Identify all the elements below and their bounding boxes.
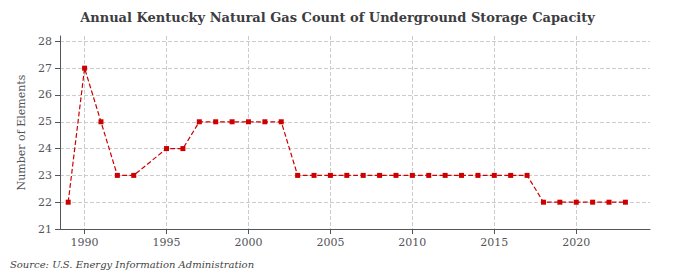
svg-text:1995: 1995 (153, 236, 181, 249)
svg-text:25: 25 (38, 115, 52, 128)
svg-text:27: 27 (38, 62, 52, 75)
svg-text:1990: 1990 (71, 236, 99, 249)
svg-text:2005: 2005 (316, 236, 344, 249)
svg-text:22: 22 (38, 196, 52, 209)
svg-text:26: 26 (38, 88, 52, 101)
svg-text:24: 24 (38, 142, 52, 155)
svg-text:Number of Elements: Number of Elements (15, 74, 28, 190)
svg-text:2010: 2010 (398, 236, 426, 249)
svg-text:23: 23 (38, 169, 52, 182)
svg-text:Source: U.S. Energy Informatio: Source: U.S. Energy Information Administ… (10, 259, 254, 270)
svg-text:2000: 2000 (234, 236, 262, 249)
svg-text:2015: 2015 (480, 236, 508, 249)
svg-text:2020: 2020 (562, 236, 590, 249)
svg-text:Annual Kentucky Natural Gas Co: Annual Kentucky Natural Gas Count of Und… (79, 10, 595, 25)
svg-text:21: 21 (38, 223, 52, 236)
svg-text:28: 28 (38, 35, 52, 48)
